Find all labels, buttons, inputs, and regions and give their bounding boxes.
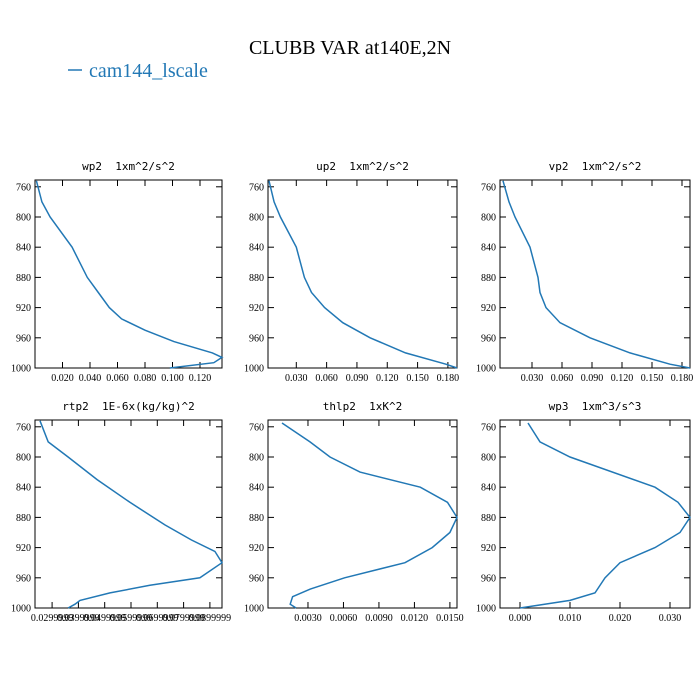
x-tick-label: 0.180 — [437, 373, 460, 384]
x-tick-label: 0.0699999 — [136, 613, 179, 624]
x-tick-label: 0.180 — [671, 373, 694, 384]
x-tick-label: 0.090 — [581, 373, 604, 384]
panel-title: wp2 1xm^2/s^2 — [82, 160, 175, 173]
x-tick-label: 0.120 — [611, 373, 634, 384]
y-tick-label: 840 — [481, 483, 496, 494]
panel-title: thlp2 1xK^2 — [323, 400, 402, 413]
x-tick-label: 0.120 — [189, 373, 212, 384]
y-tick-label: 840 — [481, 243, 496, 254]
y-tick-label: 960 — [16, 573, 31, 584]
x-tick-label: 0.040 — [79, 373, 102, 384]
x-tick-label: 0.0030 — [294, 613, 322, 624]
y-tick-label: 960 — [481, 573, 496, 584]
plot-frame — [499, 419, 691, 609]
y-tick-label: 1000 — [244, 364, 264, 375]
plot-frame — [34, 419, 223, 609]
y-tick-label: 760 — [16, 182, 31, 193]
y-tick-label: 920 — [481, 543, 496, 554]
y-tick-label: 760 — [481, 182, 496, 193]
y-tick-label: 840 — [249, 243, 264, 254]
y-tick-label: 960 — [249, 333, 264, 344]
x-tick-label: 0.010 — [559, 613, 582, 624]
x-tick-label: 0.100 — [161, 373, 184, 384]
plot-frame — [267, 179, 458, 369]
x-tick-label: 0.030 — [521, 373, 544, 384]
y-tick-label: 1000 — [476, 364, 496, 375]
y-tick-label: 840 — [16, 243, 31, 254]
x-tick-label: 0.0090 — [365, 613, 393, 624]
y-tick-label: 800 — [481, 212, 496, 223]
y-tick-label: 960 — [249, 573, 264, 584]
x-tick-label: 0.120 — [376, 373, 399, 384]
data-line — [35, 180, 224, 369]
y-tick-label: 1000 — [476, 604, 496, 615]
x-tick-label: 0.060 — [551, 373, 574, 384]
y-tick-label: 840 — [16, 483, 31, 494]
x-tick-label: 0.150 — [406, 373, 429, 384]
x-tick-label: 0.0899999 — [189, 613, 232, 624]
y-tick-label: 960 — [16, 333, 31, 344]
y-tick-label: 920 — [16, 303, 31, 314]
legend-label: cam144_lscale — [89, 60, 208, 82]
y-tick-label: 920 — [481, 303, 496, 314]
y-tick-label: 760 — [16, 422, 31, 433]
x-tick-label: 0.0499999 — [83, 613, 126, 624]
x-tick-label: 0.0060 — [330, 613, 358, 624]
y-tick-label: 920 — [249, 303, 264, 314]
x-tick-label: 0.0299999 — [31, 613, 74, 624]
x-tick-label: 0.030 — [285, 373, 308, 384]
x-tick-label: 0.150 — [641, 373, 664, 384]
x-tick-label: 0.030 — [659, 613, 682, 624]
data-line — [281, 422, 458, 609]
y-tick-label: 840 — [249, 483, 264, 494]
x-tick-label: 0.0599999 — [110, 613, 153, 624]
y-tick-label: 880 — [16, 273, 31, 284]
y-tick-label: 920 — [16, 543, 31, 554]
figure-title: CLUBB VAR at140E,2N — [249, 37, 451, 59]
y-tick-label: 920 — [249, 543, 264, 554]
y-tick-label: 760 — [481, 422, 496, 433]
plot-frame — [267, 419, 458, 609]
data-line — [519, 422, 691, 609]
y-tick-label: 800 — [249, 212, 264, 223]
x-tick-label: 0.020 — [609, 613, 632, 624]
y-tick-label: 800 — [481, 452, 496, 463]
x-tick-label: 0.090 — [346, 373, 369, 384]
x-tick-label: 0.060 — [106, 373, 129, 384]
panel-title: rtp2 1E-6x(kg/kg)^2 — [62, 400, 194, 413]
y-tick-label: 880 — [249, 513, 264, 524]
y-tick-label: 1000 — [11, 604, 31, 615]
y-tick-label: 760 — [249, 182, 264, 193]
data-line — [39, 420, 224, 609]
y-tick-label: 960 — [481, 333, 496, 344]
y-tick-label: 800 — [249, 452, 264, 463]
plot-frame — [34, 179, 223, 369]
x-tick-label: 0.080 — [134, 373, 157, 384]
x-tick-label: 0.020 — [51, 373, 74, 384]
x-tick-label: 0.0799999 — [162, 613, 205, 624]
panel-title: vp2 1xm^2/s^2 — [549, 160, 642, 173]
data-line — [502, 180, 691, 369]
panel-title: up2 1xm^2/s^2 — [316, 160, 409, 173]
y-tick-label: 880 — [16, 513, 31, 524]
x-tick-label: 0.060 — [315, 373, 338, 384]
y-tick-label: 880 — [249, 273, 264, 284]
y-tick-label: 800 — [16, 212, 31, 223]
x-tick-label: 0.0399999 — [57, 613, 100, 624]
y-tick-label: 880 — [481, 513, 496, 524]
panel-title: wp3 1xm^3/s^3 — [549, 400, 642, 413]
x-tick-label: 0.0150 — [436, 613, 464, 624]
x-tick-label: 0.000 — [509, 613, 532, 624]
y-tick-label: 800 — [16, 452, 31, 463]
plot-frame — [499, 179, 691, 369]
data-line — [268, 180, 458, 369]
y-tick-label: 1000 — [11, 364, 31, 375]
y-tick-label: 760 — [249, 422, 264, 433]
y-tick-label: 880 — [481, 273, 496, 284]
x-tick-label: 0.0120 — [401, 613, 429, 624]
y-tick-label: 1000 — [244, 604, 264, 615]
